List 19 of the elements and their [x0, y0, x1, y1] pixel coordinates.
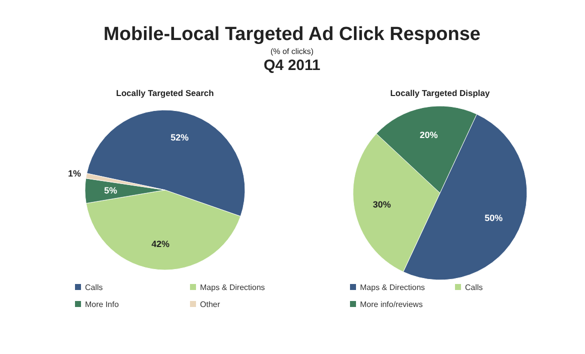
data-label: 5% [104, 186, 118, 196]
legend-label: Calls [465, 283, 483, 292]
chart-title: Locally Targeted Search [116, 88, 214, 98]
text: Mobile-Local Targeted Ad Click Response [104, 24, 480, 45]
legend-label: More Info [85, 300, 120, 309]
data-label: 30% [372, 199, 391, 210]
chart-title: Locally Targeted Display [390, 88, 490, 98]
data-label: 20% [420, 130, 438, 140]
data-label: 1% [68, 168, 81, 179]
data-label: 50% [484, 213, 503, 223]
text: (% of clicks) [270, 47, 314, 56]
data-label: 52% [170, 132, 189, 143]
legend-label: More info/reviews [360, 300, 423, 309]
legend-label: Calls [85, 283, 103, 292]
legend-label: Maps & Directions [200, 283, 265, 292]
legend-label: Maps & Directions [360, 283, 425, 292]
legend-label: Other [200, 300, 220, 309]
text: Q4 2011 [264, 57, 320, 74]
data-label: 42% [151, 239, 170, 250]
